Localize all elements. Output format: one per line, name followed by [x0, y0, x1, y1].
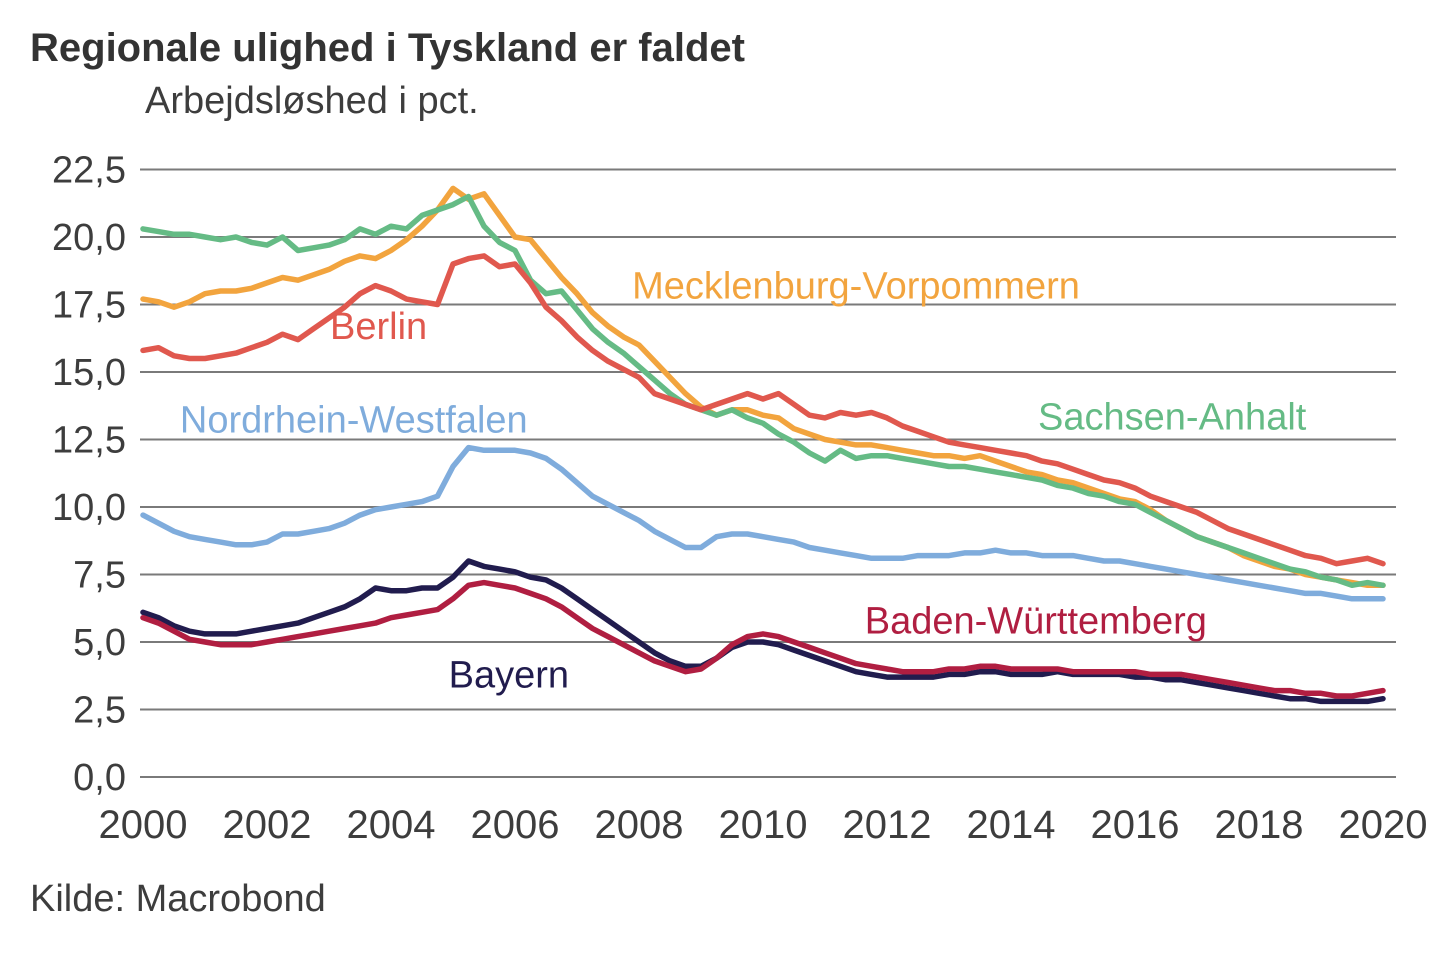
y-axis-tick-label: 7,5	[73, 555, 126, 597]
x-axis-tick-label: 2014	[967, 803, 1056, 847]
source-note: Kilde: Macrobond	[30, 878, 326, 920]
series-line-berlin	[140, 253, 1386, 567]
y-axis-tick-label: 22,5	[52, 150, 126, 192]
chart-subtitle: Arbejdsløshed i pct.	[145, 80, 479, 122]
y-axis-tick-label: 12,5	[52, 420, 126, 462]
series-label-bayern: Bayern	[449, 654, 569, 696]
x-axis-tick-label: 2006	[471, 803, 560, 847]
x-axis-tick-label: 2018	[1215, 803, 1304, 847]
series-line-sachsen-anhalt	[140, 193, 1386, 589]
chart-title: Regionale ulighed i Tyskland er faldet	[30, 26, 745, 70]
y-axis-tick-label: 2,5	[73, 690, 126, 732]
y-axis-tick-label: 20,0	[52, 217, 126, 259]
series-label-berlin: Berlin	[330, 306, 427, 348]
series-label-baden-w-rttemberg: Baden-Württemberg	[865, 600, 1207, 642]
x-axis-tick-label: 2020	[1339, 803, 1428, 847]
x-axis-tick-label: 2004	[347, 803, 436, 847]
series-label-mecklenburg-vorpommern: Mecklenburg-Vorpommern	[632, 266, 1080, 308]
y-axis-tick-label: 17,5	[52, 285, 126, 327]
y-axis-tick-label: 10,0	[52, 487, 126, 529]
y-axis-tick-label: 0,0	[73, 757, 126, 799]
series-label-sachsen-anhalt: Sachsen-Anhalt	[1038, 397, 1307, 439]
series-line-bayern	[140, 558, 1386, 705]
series-line-nordrhein-westfalen	[140, 444, 1386, 602]
x-axis-tick-label: 2016	[1091, 803, 1180, 847]
x-axis-tick-label: 2010	[719, 803, 808, 847]
y-axis-tick-label: 5,0	[73, 622, 126, 664]
x-axis-tick-label: 2002	[223, 803, 312, 847]
x-axis-tick-label: 2000	[99, 803, 188, 847]
series-line-baden-w-rttemberg	[140, 579, 1386, 699]
y-axis-tick-label: 15,0	[52, 352, 126, 394]
x-axis-tick-label: 2008	[595, 803, 684, 847]
x-axis-tick-label: 2012	[843, 803, 932, 847]
series-label-nordrhein-westfalen: Nordrhein-Westfalen	[180, 399, 528, 441]
